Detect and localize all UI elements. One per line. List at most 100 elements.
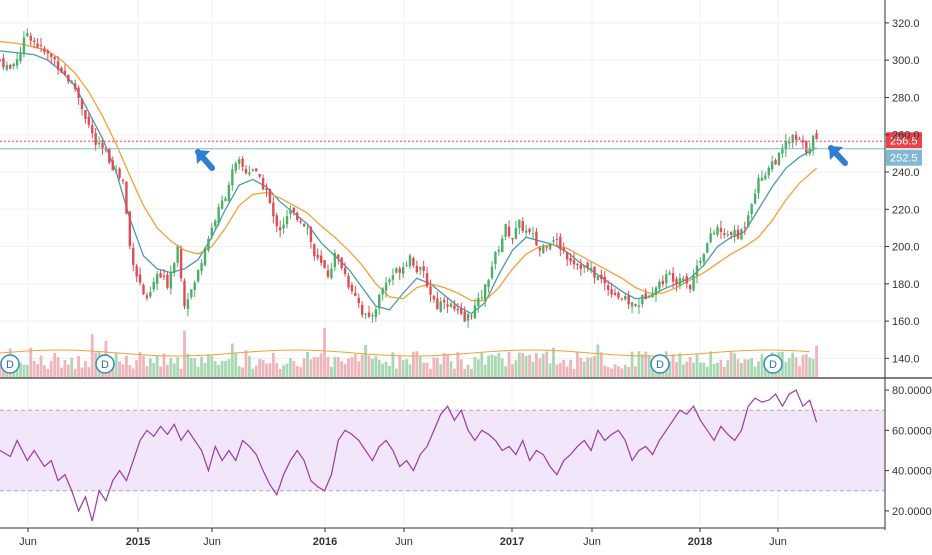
volume-bar bbox=[43, 365, 46, 377]
candle-body bbox=[183, 280, 186, 307]
volume-bar bbox=[692, 362, 695, 377]
candle-body bbox=[446, 304, 449, 307]
volume-bar bbox=[371, 358, 374, 377]
dividend-marker[interactable] bbox=[650, 354, 670, 374]
volume-bar bbox=[514, 360, 518, 377]
volume-bar bbox=[548, 363, 552, 377]
volume-bar bbox=[128, 364, 132, 377]
candle-body bbox=[9, 64, 12, 69]
volume-bar bbox=[56, 357, 60, 377]
candle-body bbox=[801, 140, 805, 143]
volume-bar bbox=[125, 355, 128, 377]
volume-bar bbox=[729, 351, 733, 377]
volume-bar bbox=[569, 359, 572, 377]
candle-body bbox=[661, 280, 665, 285]
candle-body bbox=[255, 168, 258, 172]
volume-bar bbox=[66, 364, 70, 377]
volume-bar bbox=[207, 354, 210, 377]
volume-bar bbox=[644, 351, 648, 377]
candle-body bbox=[688, 284, 692, 290]
dividend-marker-label: D bbox=[769, 359, 777, 371]
candle-body bbox=[101, 143, 104, 149]
candle-body bbox=[603, 276, 606, 284]
candle-body bbox=[97, 142, 101, 145]
volume-bar bbox=[155, 355, 159, 377]
volume-bar bbox=[753, 366, 757, 377]
volume-bar bbox=[176, 357, 180, 377]
candle-body bbox=[340, 257, 343, 268]
volume-bar bbox=[25, 364, 29, 377]
volume-bar bbox=[166, 364, 169, 377]
candle-body bbox=[296, 212, 299, 221]
candle-body bbox=[559, 236, 562, 250]
candle-body bbox=[678, 278, 682, 286]
candle-body bbox=[316, 254, 319, 258]
candle-body bbox=[521, 221, 524, 232]
candle-body bbox=[651, 293, 654, 298]
candle-body bbox=[292, 207, 296, 213]
candle-body bbox=[466, 313, 470, 321]
volume-bar bbox=[668, 361, 672, 377]
volume-bar bbox=[244, 350, 248, 377]
x-tick-label: Jun bbox=[769, 536, 787, 548]
candle-body bbox=[309, 227, 313, 242]
volume-bar bbox=[118, 361, 121, 377]
volume-bar bbox=[634, 366, 637, 377]
volume-bar bbox=[497, 352, 501, 377]
volume-ma-line bbox=[0, 349, 810, 357]
candle-body bbox=[80, 98, 84, 109]
volume-bar bbox=[719, 359, 723, 377]
candle-body bbox=[155, 273, 159, 284]
candle-body bbox=[483, 284, 487, 300]
candle-body bbox=[53, 57, 56, 60]
candle-body bbox=[494, 251, 497, 265]
volume-bar bbox=[29, 347, 33, 377]
candle-body bbox=[32, 40, 36, 43]
volume-bar bbox=[200, 356, 203, 377]
volume-bar bbox=[394, 368, 398, 377]
candle-body bbox=[569, 258, 572, 262]
candle-body bbox=[774, 160, 777, 165]
candle-body bbox=[634, 304, 637, 306]
volume-bar bbox=[528, 354, 531, 377]
volume-bar bbox=[538, 358, 542, 377]
volume-bar bbox=[422, 362, 426, 377]
candle-body bbox=[709, 233, 712, 243]
volume-bar bbox=[442, 353, 446, 377]
candle-body bbox=[439, 301, 442, 312]
volume-bar bbox=[613, 364, 617, 377]
candle-body bbox=[487, 280, 490, 287]
dividend-marker[interactable] bbox=[95, 354, 115, 374]
volume-bar bbox=[507, 352, 511, 377]
candle-body bbox=[84, 110, 87, 120]
dividend-marker-label: D bbox=[101, 359, 109, 371]
candle-body bbox=[613, 292, 617, 295]
candle-body bbox=[135, 265, 138, 277]
rsi-band bbox=[0, 410, 885, 491]
volume-bar bbox=[302, 358, 306, 377]
volume-bar bbox=[815, 345, 818, 377]
volume-bar bbox=[562, 359, 566, 377]
candle-body bbox=[641, 294, 644, 305]
volume-bar bbox=[388, 365, 391, 377]
dividend-marker[interactable] bbox=[0, 354, 20, 374]
candle-body bbox=[699, 260, 702, 263]
dividend-marker[interactable] bbox=[763, 354, 783, 374]
candle-body bbox=[596, 276, 600, 280]
candle-body bbox=[371, 315, 374, 317]
volume-bar bbox=[135, 360, 139, 377]
candle-body bbox=[624, 296, 627, 300]
candle-body bbox=[658, 281, 661, 289]
volume-bar bbox=[637, 351, 641, 377]
ma-slow-line bbox=[0, 40, 818, 302]
volume-bar bbox=[60, 367, 63, 377]
candle-body bbox=[29, 35, 32, 41]
volume-bar bbox=[299, 367, 303, 377]
candle-body bbox=[179, 249, 183, 279]
candle-body bbox=[784, 140, 788, 150]
volume-bar bbox=[254, 365, 258, 377]
volume-bar bbox=[750, 358, 754, 377]
volume-bar bbox=[671, 354, 675, 377]
volume-bar bbox=[456, 352, 460, 377]
